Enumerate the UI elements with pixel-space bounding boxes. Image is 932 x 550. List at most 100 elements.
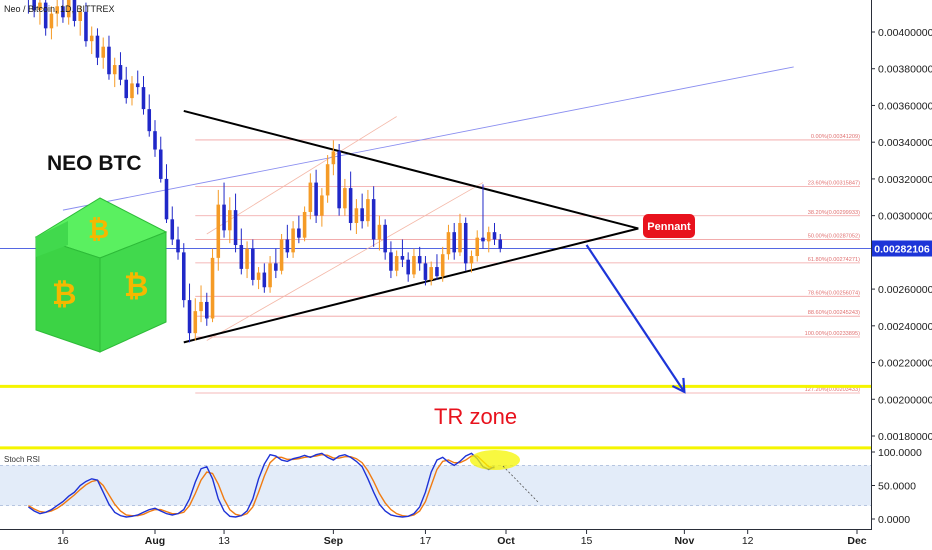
candle-body [498, 239, 503, 249]
x-tick-label: Dec [847, 535, 866, 547]
candle [492, 222, 497, 246]
candle-body [176, 239, 180, 253]
candle-body [458, 222, 462, 253]
candle [446, 224, 451, 260]
candle [89, 26, 94, 55]
candle-body [181, 252, 186, 301]
candle [348, 171, 353, 231]
y-tick-label: 0.00200000 [878, 394, 932, 406]
candle [389, 241, 393, 279]
candle [320, 188, 324, 227]
candle-body [463, 222, 468, 264]
candle [481, 184, 485, 249]
candle [302, 206, 307, 242]
candle [325, 155, 330, 203]
candle-body [112, 65, 117, 75]
y-tick-label: 0.00220000 [878, 358, 932, 370]
candle [435, 254, 439, 280]
candle-body [348, 188, 353, 223]
candle [498, 234, 503, 253]
candle [268, 256, 272, 293]
candle-body [452, 232, 456, 253]
candle-body [285, 239, 290, 253]
x-tick-label: 12 [742, 535, 754, 547]
candle-body [394, 256, 399, 271]
candle-body [228, 210, 232, 231]
candle-body [61, 6, 65, 18]
candle [27, 0, 29, 14]
candle [216, 189, 221, 271]
candle-body [389, 252, 393, 271]
x-tick-label: 13 [218, 535, 230, 547]
stoch-rsi-pane: 100.0000 50.0000 0.0000 [0, 447, 922, 526]
time-axis: 16 Aug 13 Sep 17 Oct 15 Nov 12 Dec [0, 529, 871, 547]
candle [147, 94, 152, 137]
candle [486, 226, 491, 253]
candle [256, 267, 261, 290]
x-tick-label: 15 [581, 535, 593, 547]
candle [371, 186, 376, 247]
candle [49, 6, 54, 40]
candle [279, 234, 284, 275]
candle-body [193, 311, 198, 334]
candle-body [400, 256, 405, 260]
candle-body [360, 208, 364, 222]
candle-body [354, 208, 359, 223]
y-tick-label: 0.00360000 [878, 100, 932, 112]
candle [331, 140, 336, 176]
stoch-d-line [28, 453, 495, 518]
candle [205, 292, 209, 326]
candle [181, 243, 186, 308]
candle [141, 76, 146, 115]
candle-body [268, 263, 272, 288]
candle-body [331, 151, 336, 165]
fib-level-label: 0.00%(0.00341209) [811, 134, 860, 140]
candle [210, 248, 215, 323]
candle-body [55, 6, 59, 14]
candle [72, 0, 77, 27]
candle [429, 261, 433, 286]
candle-body [216, 204, 221, 258]
candle-body [262, 272, 267, 288]
y-tick-label: 0.00260000 [878, 284, 932, 296]
candle-body [274, 263, 278, 271]
candle [118, 52, 123, 86]
candle [354, 199, 359, 234]
svg-text:₿: ₿ [88, 214, 109, 244]
y-tick-label: 0.00400000 [878, 27, 932, 39]
channel-line [206, 182, 484, 341]
candle [199, 285, 203, 323]
fib-level-label: 61.80%(0.00274271) [808, 257, 860, 263]
channel-line [206, 116, 397, 235]
candle-body [320, 195, 324, 216]
candle [193, 298, 198, 341]
candle-body [314, 182, 318, 216]
candle [135, 70, 140, 95]
fib-level-label: 50.00%(0.00287052) [808, 233, 860, 239]
candle [245, 241, 249, 279]
candle [61, 0, 65, 23]
neo-bitcoin-logo-icon: ₿ ₿ ₿ [34, 197, 168, 353]
candle-body [210, 257, 215, 319]
candle-body [245, 248, 249, 269]
stoch-highlight [469, 450, 520, 470]
candle-body [417, 256, 422, 264]
candle-body [337, 151, 341, 209]
candle [153, 120, 157, 157]
y-tick-label: 0.00240000 [878, 321, 932, 333]
candle-body [429, 267, 433, 280]
candle-body [383, 224, 387, 253]
y-tick-label: 0.00380000 [878, 64, 932, 76]
stoch-tick-label: 100.0000 [878, 447, 922, 459]
x-tick-label: Nov [674, 535, 694, 547]
candle-body [366, 199, 370, 222]
candle-body [170, 219, 175, 240]
candle [262, 263, 267, 293]
candle [314, 169, 318, 223]
candle-body [135, 83, 140, 88]
fib-level-label: 127.20%(0.00203433) [805, 387, 860, 393]
candle [251, 239, 255, 286]
y-tick-label: 0.00180000 [878, 431, 932, 443]
y-tick-label: 0.00320000 [878, 174, 932, 186]
